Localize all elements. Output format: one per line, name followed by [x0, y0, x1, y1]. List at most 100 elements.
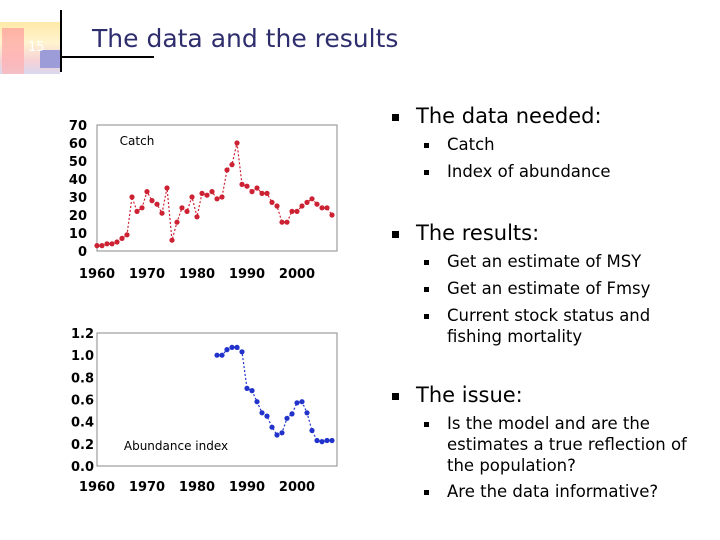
y-tick-label: 0.8 — [71, 371, 94, 386]
data-point — [249, 189, 255, 195]
sub-bullet-index-of-abundance: Index of abundance — [447, 162, 611, 181]
bullet-marker — [392, 393, 399, 400]
data-point — [214, 352, 220, 358]
sub-bullet-marker — [424, 170, 429, 175]
title-vertical-rule — [60, 10, 62, 72]
data-point — [199, 190, 205, 196]
y-tick-label: 60 — [69, 137, 87, 152]
y-tick-label: 0.0 — [71, 460, 94, 475]
data-point — [264, 190, 270, 196]
x-tick-label: 1960 — [79, 267, 115, 282]
data-point — [124, 232, 130, 238]
data-point — [209, 189, 215, 195]
data-point — [169, 237, 175, 243]
slide-number: 15 — [28, 40, 45, 55]
data-point — [144, 189, 150, 195]
data-point — [104, 241, 110, 247]
sub-bullet-marker — [424, 287, 429, 292]
bullet-marker — [392, 114, 399, 121]
data-point — [119, 235, 125, 241]
data-point — [214, 196, 220, 202]
data-point — [114, 239, 120, 245]
data-point — [279, 430, 285, 436]
x-tick-label: 1990 — [229, 267, 265, 282]
bullet-issue: The issue: — [416, 383, 523, 407]
bullet-results: The results: — [416, 221, 540, 245]
data-point — [224, 347, 230, 353]
data-point — [289, 411, 295, 417]
data-point — [279, 219, 285, 225]
data-point — [309, 196, 315, 202]
data-point — [224, 167, 230, 173]
data-point — [319, 439, 325, 445]
data-point — [244, 183, 250, 189]
x-tick-label: 1970 — [129, 480, 165, 495]
data-point — [219, 352, 225, 358]
x-tick-label: 2000 — [279, 267, 315, 282]
data-point — [129, 194, 135, 200]
data-point — [189, 194, 195, 200]
data-point — [179, 205, 185, 211]
data-point — [319, 205, 325, 211]
data-point — [154, 201, 160, 207]
data-point — [299, 203, 305, 209]
bullet-marker — [392, 231, 399, 238]
y-tick-label: 40 — [69, 173, 87, 188]
data-point — [239, 349, 245, 355]
data-point — [294, 400, 300, 406]
sub-bullet-data-informative: Are the data informative? — [447, 482, 659, 501]
sub-bullet-fmsy: Get an estimate of Fmsy — [447, 279, 651, 298]
y-tick-label: 1.2 — [71, 327, 94, 342]
data-point — [274, 203, 280, 209]
data-point — [259, 190, 265, 196]
x-tick-label: 1970 — [129, 267, 165, 282]
data-point — [269, 199, 275, 205]
data-point — [164, 185, 170, 191]
data-point — [314, 201, 320, 207]
data-point — [274, 432, 280, 438]
data-point — [249, 388, 255, 394]
chart-inner-label: Catch — [120, 134, 155, 148]
data-point — [134, 208, 140, 214]
sub-bullet-model-reflection: Is the model and are the estimates a tru… — [447, 414, 687, 475]
y-tick-label: 30 — [69, 191, 87, 206]
sub-bullet-marker — [424, 490, 429, 495]
y-tick-label: 0.6 — [71, 394, 94, 409]
slide-title: The data and the results — [92, 24, 399, 53]
sub-bullet-marker — [424, 422, 429, 427]
sub-bullet-marker — [424, 260, 429, 265]
data-point — [329, 212, 335, 218]
sub-bullet-marker — [424, 314, 429, 319]
y-tick-label: 0 — [78, 245, 87, 260]
data-point — [324, 205, 330, 211]
x-tick-label: 1960 — [79, 480, 115, 495]
y-tick-label: 20 — [69, 209, 87, 224]
data-point — [94, 243, 100, 249]
data-point — [294, 208, 300, 214]
slide-number-accent-blue — [40, 50, 60, 68]
data-point — [314, 437, 320, 444]
data-point — [99, 243, 105, 249]
sub-bullet-catch: Catch — [447, 135, 495, 154]
x-tick-label: 1980 — [179, 267, 215, 282]
data-point — [324, 437, 330, 444]
data-point — [229, 162, 235, 168]
data-point — [304, 199, 310, 205]
data-point — [284, 219, 290, 225]
data-point — [229, 344, 235, 350]
data-point — [204, 192, 210, 198]
data-point — [234, 140, 240, 146]
y-tick-label: 1.0 — [71, 349, 94, 364]
data-point — [174, 219, 180, 225]
data-point — [239, 181, 245, 187]
sub-bullet-msy: Get an estimate of MSY — [447, 252, 642, 271]
data-point — [329, 437, 335, 444]
data-point — [289, 208, 295, 214]
x-tick-label: 2000 — [279, 480, 315, 495]
y-tick-label: 10 — [69, 227, 87, 242]
y-tick-label: 0.2 — [71, 438, 94, 453]
data-point — [269, 424, 275, 430]
data-point — [264, 413, 270, 419]
